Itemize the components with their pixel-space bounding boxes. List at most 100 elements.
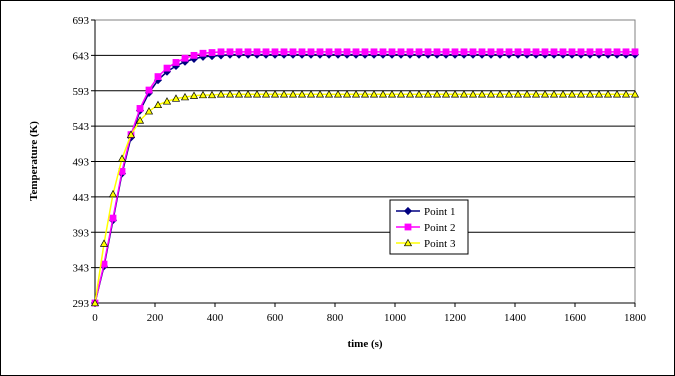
data-point [181, 54, 189, 62]
x-tick-label: 1200 [444, 312, 467, 324]
data-point [514, 48, 522, 56]
data-point [243, 90, 253, 98]
data-point [621, 90, 631, 98]
data-point [360, 90, 370, 98]
data-point [226, 48, 234, 56]
data-point [523, 48, 531, 56]
legend-marker [404, 223, 412, 231]
legend-item: Point 3 [396, 238, 456, 250]
data-point [468, 90, 478, 98]
y-tick-label: 493 [73, 157, 90, 169]
data-point [594, 90, 604, 98]
data-point [343, 48, 351, 56]
data-point [162, 97, 172, 105]
data-point [405, 90, 415, 98]
data-point [433, 48, 441, 56]
y-tick-label: 343 [73, 263, 90, 275]
data-point [522, 90, 532, 98]
data-point [288, 90, 298, 98]
x-tick-label: 200 [147, 312, 164, 324]
data-point [306, 90, 316, 98]
data-point [334, 48, 342, 56]
data-point [352, 48, 360, 56]
y-tick-label: 643 [73, 50, 90, 62]
data-point [388, 48, 396, 56]
data-point [432, 90, 442, 98]
data-point [90, 298, 100, 307]
data-point [379, 48, 387, 56]
data-point [378, 90, 388, 98]
data-point [397, 48, 405, 56]
data-point [126, 130, 136, 138]
data-point [154, 73, 162, 80]
data-point [612, 90, 622, 98]
data-point [487, 48, 495, 56]
legend: Point 1 Point 2 Point 3 [389, 199, 469, 255]
data-point [586, 48, 594, 56]
data-point [442, 48, 450, 56]
data-point [595, 48, 603, 56]
data-point [207, 90, 217, 99]
data-point [577, 48, 585, 56]
series-group [90, 48, 640, 308]
data-point [567, 90, 577, 98]
data-point [217, 48, 225, 56]
x-tick-labels: 0 200 400 600 800 1000 1200 1400 1600 1800 [92, 312, 646, 324]
x-tick-label: 1400 [504, 312, 527, 324]
data-point [325, 48, 333, 56]
data-point [163, 64, 171, 72]
data-point [559, 48, 567, 56]
data-point [180, 92, 190, 101]
legend-item: Point 1 [396, 206, 455, 218]
data-point [208, 49, 216, 56]
series-2 [91, 48, 639, 307]
series-3 [90, 90, 640, 307]
x-tick-label: 800 [327, 312, 344, 324]
y-tick-label: 693 [73, 15, 90, 27]
data-point [253, 48, 261, 56]
data-point [478, 48, 486, 56]
data-point [550, 48, 558, 56]
data-point [549, 90, 559, 98]
data-point [190, 51, 198, 59]
legend-label: Point 3 [424, 238, 456, 250]
data-point [486, 90, 496, 98]
data-point [144, 107, 154, 115]
data-point [531, 90, 541, 98]
x-tick-label: 600 [267, 312, 284, 324]
legend-marker [403, 238, 413, 247]
data-point [541, 48, 549, 56]
data-point [298, 48, 306, 56]
data-point [604, 48, 612, 56]
data-point [324, 90, 334, 98]
data-point [270, 90, 280, 98]
x-tick-label: 0 [92, 312, 98, 324]
data-point [370, 48, 378, 56]
data-point [396, 90, 406, 98]
data-point [117, 154, 127, 162]
data-point [109, 214, 117, 222]
data-point [424, 48, 432, 56]
data-point [513, 90, 523, 98]
y-tick-label: 393 [73, 227, 90, 239]
data-point [199, 49, 207, 57]
data-point [261, 90, 271, 98]
data-point [450, 90, 460, 98]
y-tick-label: 443 [73, 192, 90, 204]
x-axis-title: time (s) [347, 338, 382, 350]
x-tick-label: 1600 [564, 312, 587, 324]
data-point [631, 48, 639, 56]
y-tick-label: 593 [73, 86, 90, 98]
data-point [504, 90, 514, 98]
data-point [297, 90, 307, 98]
data-point [244, 48, 252, 56]
data-point [342, 90, 352, 98]
legend-marker [403, 206, 413, 216]
data-point [145, 86, 153, 94]
data-point [477, 90, 487, 98]
data-point [189, 91, 199, 99]
x-tick-label: 400 [207, 312, 224, 324]
y-tick-label: 543 [73, 121, 90, 133]
data-point [423, 90, 433, 98]
data-point [271, 48, 279, 56]
